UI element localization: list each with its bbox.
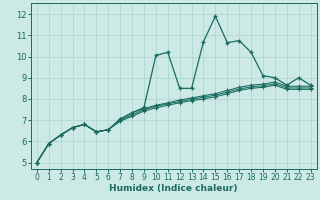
- X-axis label: Humidex (Indice chaleur): Humidex (Indice chaleur): [109, 184, 238, 193]
